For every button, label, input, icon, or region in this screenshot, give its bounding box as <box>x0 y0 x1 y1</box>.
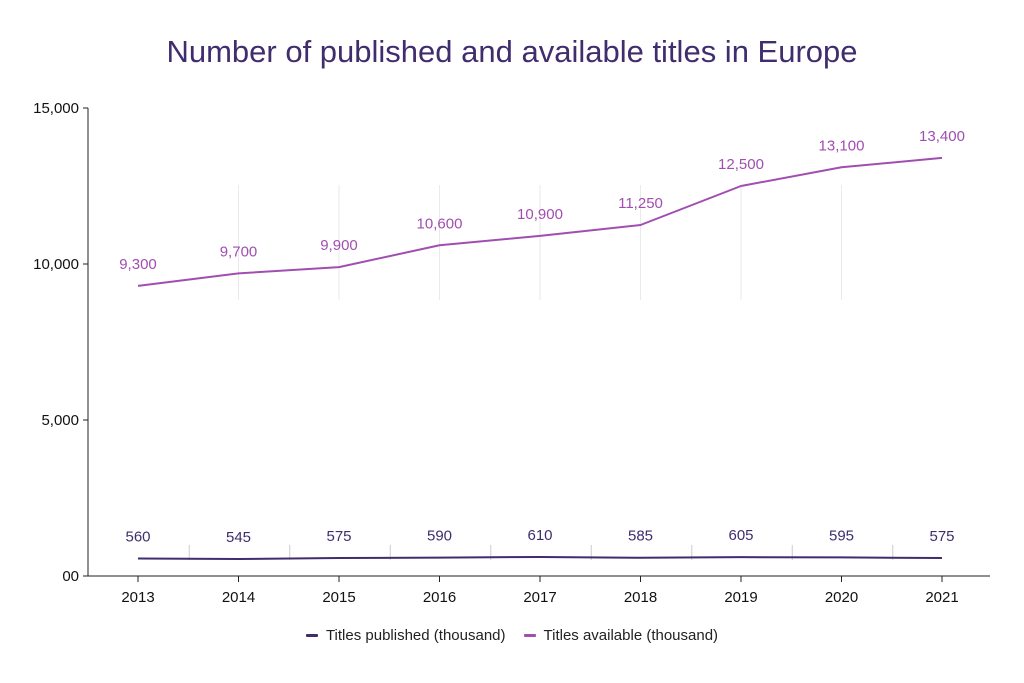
chart-title: Number of published and available titles… <box>166 34 858 69</box>
data-label: 560 <box>125 529 150 546</box>
data-label: 12,500 <box>718 156 764 173</box>
x-tick-label: 2020 <box>825 589 858 606</box>
data-label: 10,600 <box>417 215 463 232</box>
legend-swatch-available <box>523 634 536 637</box>
data-label: 590 <box>427 528 452 545</box>
data-label: 13,400 <box>919 128 965 145</box>
legend-label-published: Titles published (thousand) <box>325 627 506 644</box>
x-tick-label: 2016 <box>423 589 456 606</box>
legend-item-available: Titles available (thousand) <box>523 627 719 644</box>
legend-label-available: Titles available (thousand) <box>543 627 719 644</box>
x-tick-label: 2021 <box>925 589 958 606</box>
x-tick-label: 2017 <box>523 589 556 606</box>
x-tick-label: 2014 <box>222 589 255 606</box>
y-tick-label: 00 <box>62 568 79 585</box>
x-tick-label: 2015 <box>322 589 355 606</box>
x-tick-label: 2019 <box>724 589 757 606</box>
data-label: 10,900 <box>517 206 563 223</box>
data-label: 9,300 <box>119 256 157 273</box>
x-tick-label: 2018 <box>624 589 657 606</box>
legend-swatch-published <box>305 634 318 637</box>
legend: Titles published (thousand) Titles avail… <box>0 627 1024 644</box>
data-label: 610 <box>527 527 552 544</box>
data-label: 11,250 <box>618 195 663 212</box>
data-label: 13,100 <box>819 137 865 154</box>
line-chart: 00 5,000 10,000 15,000 2013 2014 2015 2016 2017 2… <box>33 100 990 606</box>
data-label: 575 <box>929 528 954 545</box>
legend-item-published: Titles published (thousand) <box>305 627 506 644</box>
data-label: 575 <box>326 528 351 545</box>
data-label: 545 <box>226 529 251 546</box>
y-tick-label: 10,000 <box>33 256 79 273</box>
data-label: 9,900 <box>320 237 358 254</box>
data-label: 595 <box>829 527 854 544</box>
x-tick-label: 2013 <box>121 589 154 606</box>
data-label: 605 <box>728 527 753 544</box>
y-tick-label: 15,000 <box>33 100 79 117</box>
data-label: 9,700 <box>220 243 258 260</box>
data-label: 585 <box>628 528 653 545</box>
series-line-published <box>137 555 943 560</box>
y-tick-label: 5,000 <box>41 412 79 429</box>
